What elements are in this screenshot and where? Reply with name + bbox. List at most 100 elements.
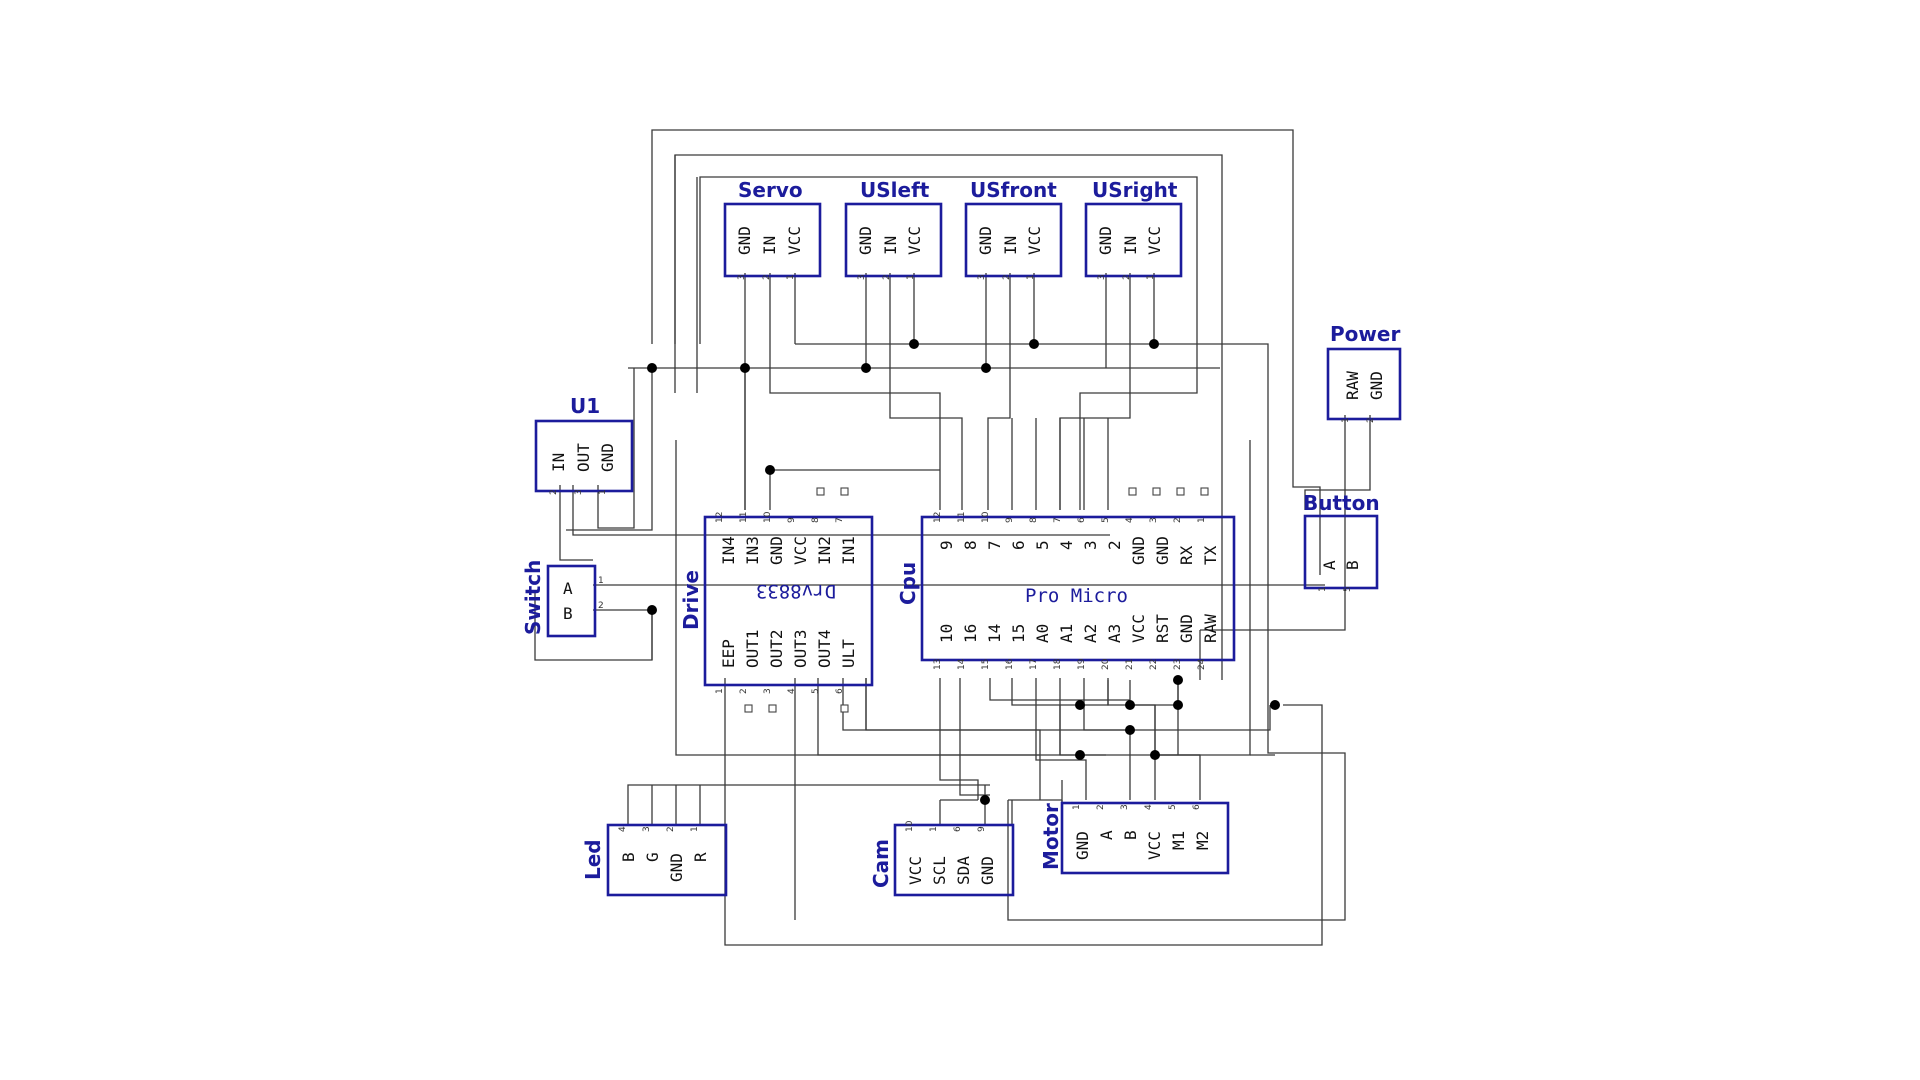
pin-number: 3 bbox=[574, 489, 584, 495]
pin-number: 7 bbox=[1053, 517, 1063, 523]
pin-number: 2 bbox=[549, 489, 559, 495]
drive-pin-out4: OUT4 bbox=[815, 629, 834, 668]
usright-title: USright bbox=[1092, 178, 1178, 202]
pin-number: 2 bbox=[1002, 274, 1012, 280]
usleft-pin-in: IN bbox=[881, 236, 900, 255]
drive-pin-in1: IN1 bbox=[839, 536, 858, 565]
pin-number: 1 bbox=[715, 688, 725, 694]
pin-number: 2 bbox=[1366, 417, 1376, 423]
pin-number: 3 bbox=[977, 274, 987, 280]
usfront-pin-gnd: GND bbox=[976, 226, 995, 255]
pin-number: 2 bbox=[598, 601, 604, 611]
cpu-chip-label: Pro Micro bbox=[1025, 585, 1128, 607]
u1-pin-gnd: GND bbox=[598, 443, 617, 472]
u1-pin-out: OUT bbox=[574, 443, 593, 472]
drive-pin-eep: EEP bbox=[719, 639, 738, 668]
pin-number: 2 bbox=[666, 826, 676, 832]
drive-pin-vcc: VCC bbox=[791, 536, 810, 565]
pin-number: 24 bbox=[1197, 658, 1207, 670]
cpu-pin-gnd-3: GND bbox=[1177, 614, 1196, 643]
cam-component: Cam VCC SCL SDA GND 10 1 6 9 bbox=[869, 820, 1015, 897]
servo-pin-in: IN bbox=[760, 236, 779, 255]
pin-number: 13 bbox=[933, 659, 943, 670]
drive-component: Drive Drv8833 IN4 IN3 GND VCC IN2 IN1 12… bbox=[679, 487, 874, 713]
pin-number: 17 bbox=[1029, 659, 1039, 670]
cpu-pin-gnd-1: GND bbox=[1129, 536, 1148, 565]
pin-number: 11 bbox=[957, 512, 967, 523]
pin-number: 9 bbox=[1005, 517, 1015, 523]
pin-number: 9 bbox=[787, 517, 797, 523]
pin-number: 10 bbox=[905, 820, 915, 832]
pin-number: 8 bbox=[811, 517, 821, 523]
cam-pin-vcc: VCC bbox=[906, 856, 925, 885]
drive-chip-label: Drv8833 bbox=[756, 580, 836, 602]
switch-pin-b: B bbox=[563, 604, 573, 623]
drive-pin-gnd: GND bbox=[767, 536, 786, 565]
cam-pin-scl: SCL bbox=[930, 856, 949, 885]
drive-pin-out1: OUT1 bbox=[743, 629, 762, 668]
pin-number: 1 bbox=[598, 576, 604, 586]
pin-number: 6 bbox=[1192, 804, 1202, 810]
pin-number: 3 bbox=[1097, 274, 1107, 280]
pin-number: 2 bbox=[1096, 804, 1106, 810]
cpu-pin-2: 2 bbox=[1105, 540, 1124, 550]
cpu-pin-a1: A1 bbox=[1057, 624, 1076, 643]
pin-number: 2 bbox=[1122, 274, 1132, 280]
pin-number: 1 bbox=[906, 274, 916, 280]
pin-number: 4 bbox=[1144, 804, 1154, 810]
drive-pin-ult: ULT bbox=[839, 639, 858, 668]
servo-component: Servo GND IN VCC 3 2 1 bbox=[723, 178, 822, 280]
pin-number: 10 bbox=[763, 511, 773, 523]
power-component: Power RAW GND 1 2 bbox=[1326, 322, 1402, 423]
pin-number: 1 bbox=[1146, 274, 1156, 280]
pin-number: 19 bbox=[1077, 658, 1087, 670]
cpu-component: Cpu Pro Micro 9 8 7 6 5 4 3 2 GND GND RX… bbox=[896, 487, 1236, 670]
usright-pin-in: IN bbox=[1121, 236, 1140, 255]
motor-pin-m1: M1 bbox=[1169, 831, 1188, 850]
motor-pin-vcc: VCC bbox=[1145, 831, 1164, 860]
pin-number: 3 bbox=[857, 274, 867, 280]
cpu-pin-a3: A3 bbox=[1105, 624, 1124, 643]
cpu-pin-8: 8 bbox=[961, 540, 980, 550]
power-pin-gnd: GND bbox=[1367, 371, 1386, 400]
drive-pin-out3: OUT3 bbox=[791, 629, 810, 668]
usleft-pin-gnd: GND bbox=[856, 226, 875, 255]
button-pin-a: A bbox=[1320, 560, 1339, 570]
led-pin-g: G bbox=[643, 852, 662, 862]
drive-pin-in4: IN4 bbox=[719, 536, 738, 565]
usleft-pin-vcc: VCC bbox=[905, 226, 924, 255]
motor-pin-m2: M2 bbox=[1193, 831, 1212, 850]
servo-pin-gnd: GND bbox=[735, 226, 754, 255]
cpu-pin-vcc: VCC bbox=[1129, 614, 1148, 643]
pin-number: 7 bbox=[835, 517, 845, 523]
pin-number: 5 bbox=[811, 688, 821, 694]
pin-number: 2 bbox=[1173, 517, 1183, 523]
drive-title: Drive bbox=[679, 570, 703, 630]
usfront-component: USfront GND IN VCC 3 2 1 bbox=[964, 178, 1063, 280]
pin-number: 5 bbox=[1168, 804, 1178, 810]
pin-number: 3 bbox=[1149, 517, 1159, 523]
pin-number: 6 bbox=[835, 688, 845, 694]
usright-component: USright GND IN VCC 3 2 1 bbox=[1084, 178, 1183, 280]
usfront-title: USfront bbox=[970, 178, 1057, 202]
usright-pin-vcc: VCC bbox=[1145, 226, 1164, 255]
cam-title: Cam bbox=[869, 839, 893, 888]
cpu-pin-rx: RX bbox=[1177, 545, 1196, 565]
pin-number: 4 bbox=[787, 688, 797, 694]
pin-number: 1 bbox=[1197, 517, 1207, 523]
cpu-pin-6: 6 bbox=[1009, 540, 1028, 550]
pin-number: 1 bbox=[598, 489, 608, 495]
pin-number: 2 bbox=[739, 688, 749, 694]
u1-title: U1 bbox=[570, 394, 600, 418]
servo-pin-vcc: VCC bbox=[785, 226, 804, 255]
pin-number: 9 bbox=[977, 826, 987, 832]
drive-pin-out2: OUT2 bbox=[767, 629, 786, 668]
led-title: Led bbox=[581, 839, 605, 880]
motor-pin-b: B bbox=[1121, 830, 1140, 840]
u1-component: U1 IN OUT GND 2 3 1 bbox=[534, 394, 634, 495]
pin-number: 10 bbox=[981, 511, 991, 523]
u1-pin-in: IN bbox=[549, 453, 568, 472]
pin-number: 3 bbox=[642, 826, 652, 832]
usfront-pin-vcc: VCC bbox=[1025, 226, 1044, 255]
